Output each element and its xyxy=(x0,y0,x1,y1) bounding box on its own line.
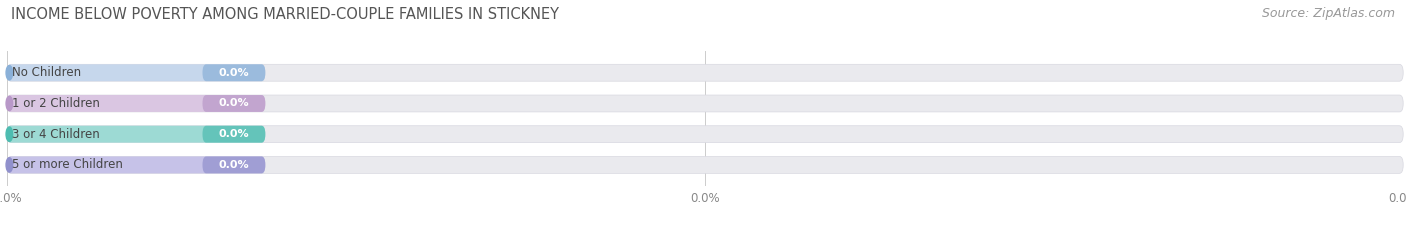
Text: 0.0%: 0.0% xyxy=(218,129,249,139)
Text: 1 or 2 Children: 1 or 2 Children xyxy=(13,97,100,110)
Text: 0.0%: 0.0% xyxy=(218,160,249,170)
FancyBboxPatch shape xyxy=(202,95,266,112)
Text: 0.0%: 0.0% xyxy=(218,99,249,109)
FancyBboxPatch shape xyxy=(7,156,1403,173)
Text: 0.0%: 0.0% xyxy=(218,68,249,78)
FancyBboxPatch shape xyxy=(202,156,266,173)
FancyBboxPatch shape xyxy=(7,156,266,173)
FancyBboxPatch shape xyxy=(7,64,1403,81)
FancyBboxPatch shape xyxy=(7,95,266,112)
Circle shape xyxy=(6,65,13,80)
Text: 3 or 4 Children: 3 or 4 Children xyxy=(13,128,100,141)
FancyBboxPatch shape xyxy=(7,126,1403,143)
Text: No Children: No Children xyxy=(13,66,82,79)
FancyBboxPatch shape xyxy=(7,95,1403,112)
Text: 5 or more Children: 5 or more Children xyxy=(13,158,122,171)
FancyBboxPatch shape xyxy=(202,64,266,81)
Circle shape xyxy=(6,127,13,141)
FancyBboxPatch shape xyxy=(7,126,266,143)
FancyBboxPatch shape xyxy=(202,126,266,143)
Circle shape xyxy=(6,158,13,172)
FancyBboxPatch shape xyxy=(7,64,266,81)
Circle shape xyxy=(6,96,13,111)
Text: INCOME BELOW POVERTY AMONG MARRIED-COUPLE FAMILIES IN STICKNEY: INCOME BELOW POVERTY AMONG MARRIED-COUPL… xyxy=(11,7,560,22)
Text: Source: ZipAtlas.com: Source: ZipAtlas.com xyxy=(1261,7,1395,20)
